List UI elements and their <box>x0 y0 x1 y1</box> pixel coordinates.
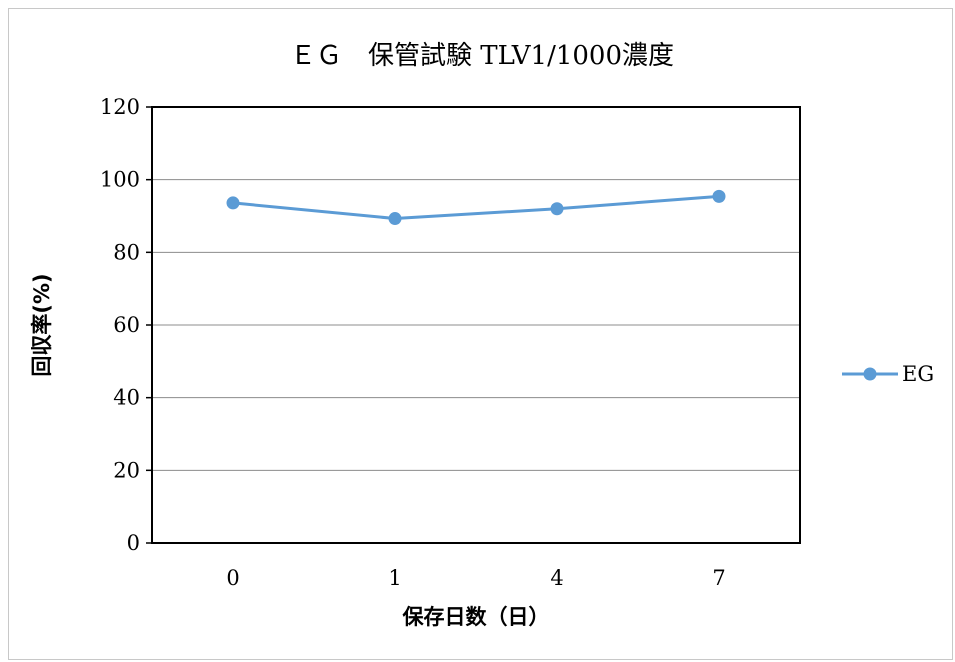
plot-area <box>151 106 801 544</box>
y-tick-label: 80 <box>113 240 140 264</box>
data-point <box>550 202 564 216</box>
x-tick-label: 0 <box>226 566 239 590</box>
series-layer <box>226 189 726 226</box>
data-point <box>388 212 402 226</box>
x-axis-tick-labels: 0 1 4 7 <box>226 566 725 590</box>
y-tick-label: 0 <box>127 531 140 555</box>
x-tick-label: 7 <box>712 566 725 590</box>
legend-marker-eg <box>863 367 877 381</box>
y-tick-label: 120 <box>100 95 140 119</box>
data-point <box>712 189 726 203</box>
y-axis-title: 回収率(%) <box>30 273 54 376</box>
y-tick-label: 100 <box>100 168 140 192</box>
x-tick-label: 1 <box>388 566 401 590</box>
legend-label-eg: EG <box>902 362 934 386</box>
x-tick-label: 4 <box>550 566 563 590</box>
chart-frame <box>8 8 953 660</box>
x-axis-title: 保存日数（日） <box>402 605 550 629</box>
y-tick-label: 60 <box>113 313 140 337</box>
series-line-eg <box>232 194 720 221</box>
gridlines <box>146 106 800 544</box>
y-tick-label: 20 <box>113 458 140 482</box>
chart-title: ＥＧ 保管試験 TLV1/1000濃度 <box>290 41 674 71</box>
legend: EG <box>842 362 934 386</box>
y-tick-label: 40 <box>113 386 140 410</box>
data-point <box>226 196 240 210</box>
y-axis-tick-labels: 0 20 40 60 80 100 120 <box>100 95 140 555</box>
